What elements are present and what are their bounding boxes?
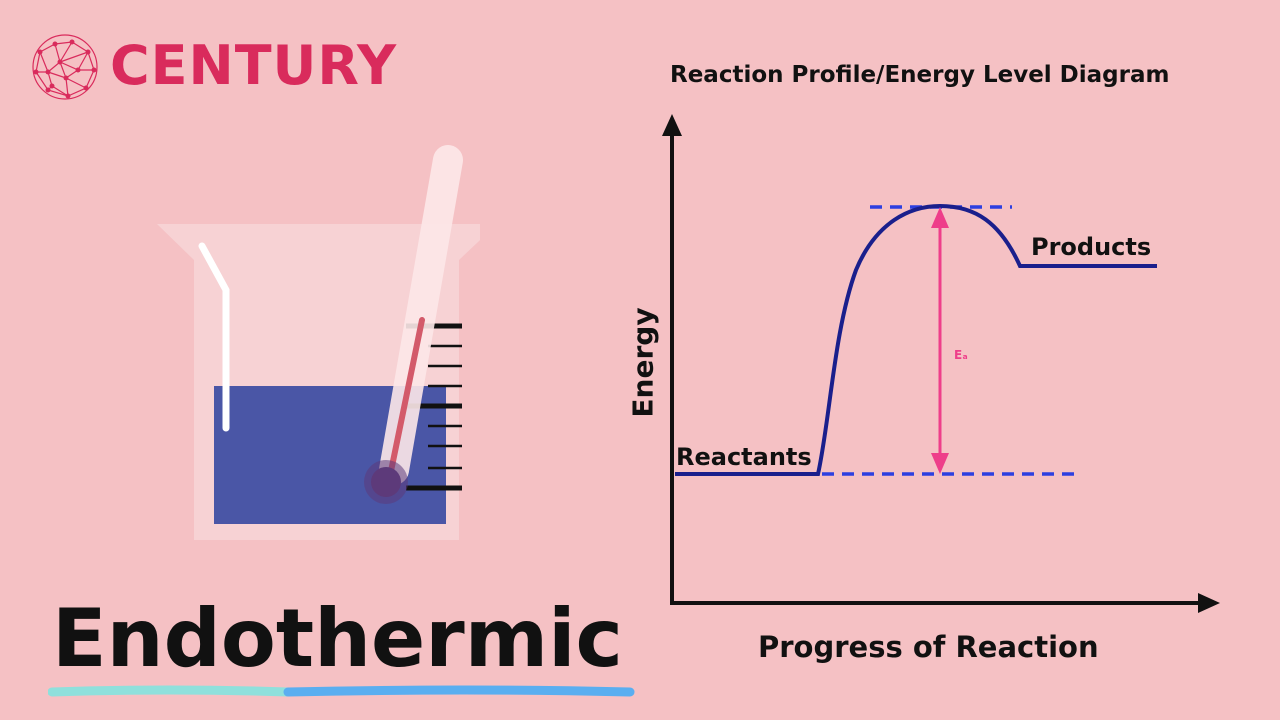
network-globe-icon	[32, 34, 98, 100]
brand-name: CENTURY	[110, 34, 398, 97]
activation-arrowhead-down	[931, 453, 949, 474]
energy-profile-curve	[675, 203, 1157, 476]
x-axis-label: Progress of Reaction	[758, 630, 1099, 664]
thermometer	[364, 145, 463, 504]
title-underline	[48, 685, 635, 697]
activation-energy-label: Eₐ	[954, 348, 968, 362]
activation-arrowhead-up	[931, 207, 949, 228]
century-logo: CENTURY	[30, 32, 420, 104]
products-label: Products	[1031, 233, 1152, 261]
reactants-label: Reactants	[676, 443, 812, 471]
x-axis-arrowhead	[1198, 593, 1220, 613]
y-axis-label: Energy	[626, 307, 660, 418]
diagram-title: Reaction Profile/Energy Level Diagram	[670, 62, 1170, 88]
y-axis-arrowhead	[662, 114, 682, 136]
glass-highlight	[198, 242, 230, 432]
page-title: Endothermic	[52, 592, 623, 685]
beaker-illustration	[157, 145, 480, 540]
